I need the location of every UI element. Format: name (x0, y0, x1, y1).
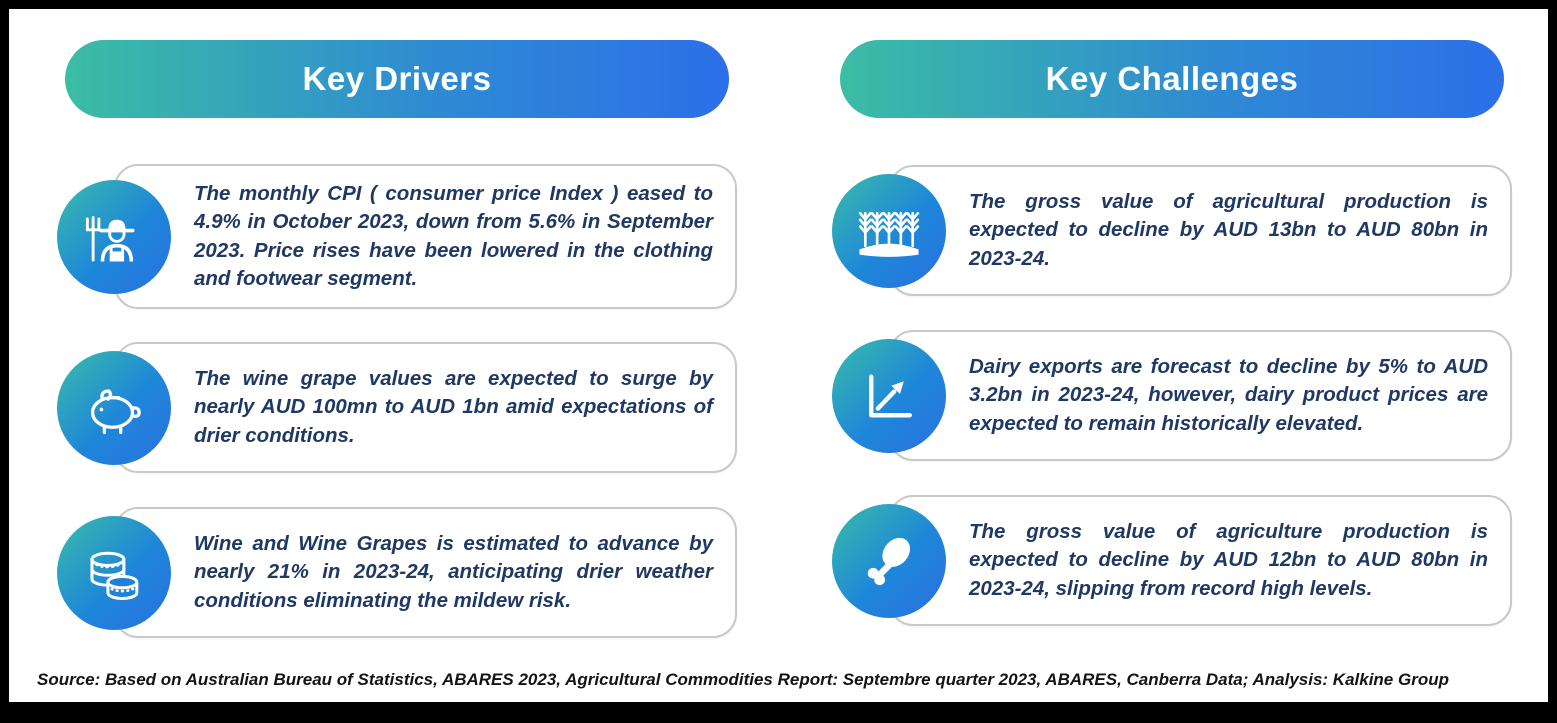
key-challenges-column: Key Challenges (832, 40, 1512, 671)
key-drivers-title: Key Drivers (302, 60, 492, 97)
challenge-text-agri-value: The gross value of agricultural producti… (969, 190, 1488, 270)
coin-stack-icon (57, 515, 171, 630)
challenge-text-dairy: Dairy exports are forecast to decline by… (969, 355, 1488, 435)
piggy-bank-icon (57, 350, 171, 465)
driver-text-cpi: The monthly CPI ( consumer price Index )… (194, 182, 713, 290)
driver-text-wine-grape: The wine grape values are expected to su… (194, 367, 713, 447)
drumstick-icon (832, 503, 946, 618)
wheat-icon (832, 173, 946, 288)
driver-item-cpi: The monthly CPI ( consumer price Index )… (57, 164, 737, 310)
driver-card-wine-grape: The wine grape values are expected to su… (114, 342, 737, 474)
challenge-card-agri-value: The gross value of agricultural producti… (889, 165, 1512, 296)
driver-card-cpi: The monthly CPI ( consumer price Index )… (114, 164, 737, 310)
columns-wrapper: Key Drivers (9, 9, 1548, 671)
driver-card-wine-grapes-growth: Wine and Wine Grapes is estimated to adv… (114, 507, 737, 639)
challenge-card-agriculture-record: The gross value of agriculture productio… (889, 495, 1512, 626)
driver-text-wine-grapes-growth: Wine and Wine Grapes is estimated to adv… (194, 532, 713, 612)
source-text: Source: Based on Australian Bureau of St… (37, 670, 1449, 689)
farmer-icon (57, 179, 171, 294)
challenge-item-agriculture-record: The gross value of agriculture productio… (832, 494, 1512, 627)
source-footer: Source: Based on Australian Bureau of St… (9, 660, 1548, 702)
challenge-item-dairy: Dairy exports are forecast to decline by… (832, 329, 1512, 462)
growth-chart-icon (832, 338, 946, 453)
driver-item-wine-grapes-growth: Wine and Wine Grapes is estimated to adv… (57, 506, 737, 639)
key-challenges-title: Key Challenges (1045, 60, 1299, 97)
challenge-text-agriculture-record: The gross value of agriculture productio… (969, 520, 1488, 600)
key-drivers-header: Key Drivers (65, 40, 729, 118)
challenge-card-dairy: Dairy exports are forecast to decline by… (889, 330, 1512, 461)
key-drivers-column: Key Drivers (57, 40, 737, 671)
challenge-item-agri-value: The gross value of agricultural producti… (832, 164, 1512, 297)
driver-item-wine-grape: The wine grape values are expected to su… (57, 341, 737, 474)
key-challenges-header: Key Challenges (840, 40, 1504, 118)
